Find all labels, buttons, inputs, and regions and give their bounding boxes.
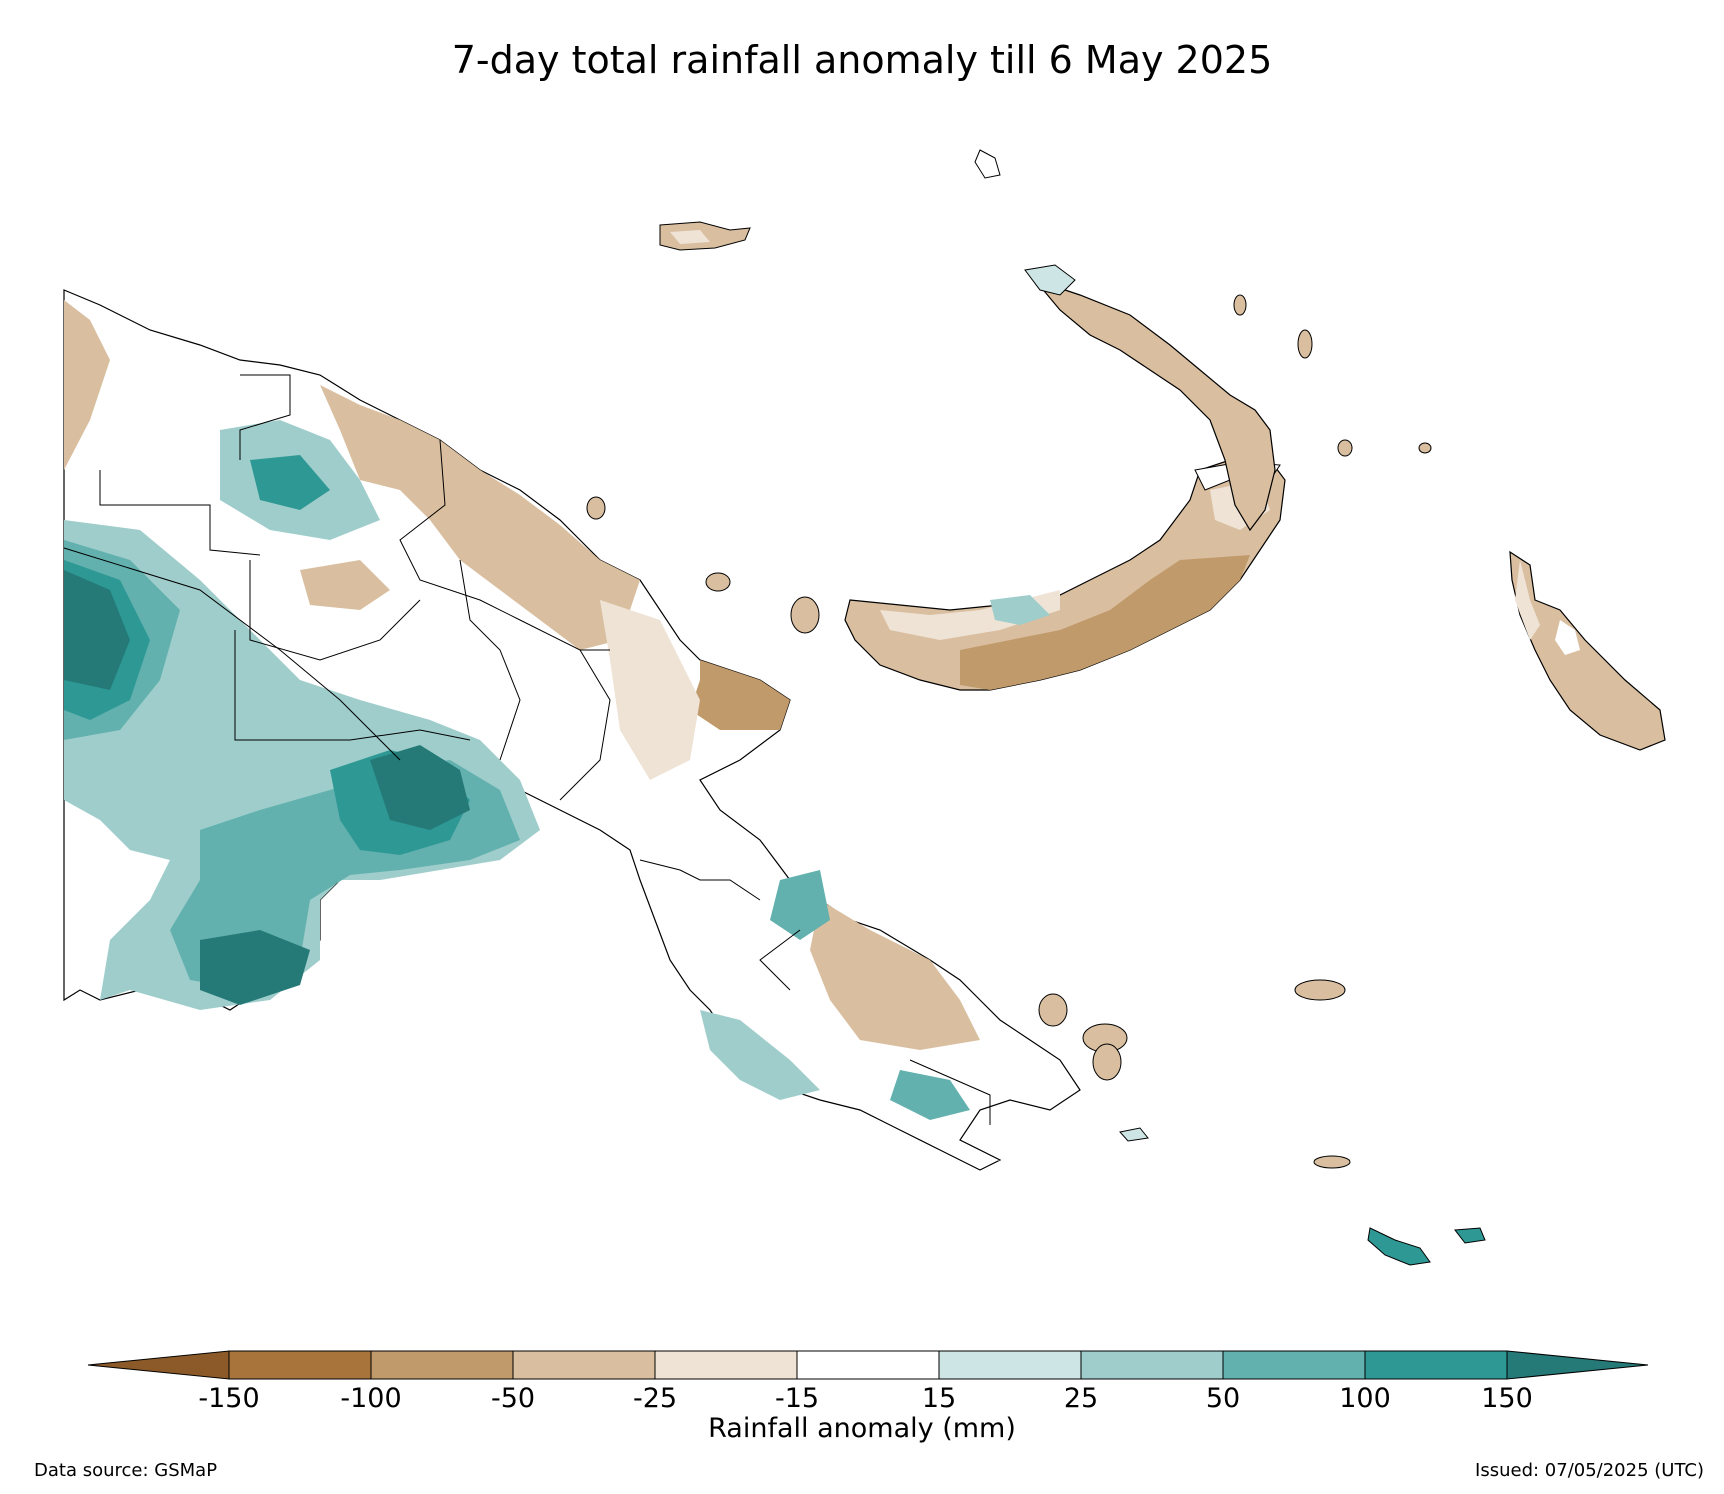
- zone-wet-extreme-south: [200, 930, 310, 1005]
- colorbar-bin: [654, 1350, 798, 1380]
- colorbar-tick: -25: [632, 1383, 678, 1414]
- colorbar: [87, 1350, 1649, 1380]
- manus-island: [659, 221, 751, 251]
- colorbar-tick: 25: [1063, 1383, 1099, 1414]
- zone-wet-mid-southeast: [890, 1070, 970, 1120]
- bougainville: [1509, 550, 1666, 751]
- colorbar-tick: -100: [340, 1383, 402, 1414]
- zone-wet-west: [64, 520, 540, 1010]
- small-islands: [586, 149, 1432, 1169]
- louisiade-islands: [1119, 1127, 1486, 1266]
- province-boundaries: [63, 374, 991, 1125]
- new-britain: [844, 459, 1286, 691]
- zone-dry-light-central: [600, 600, 700, 780]
- colorbar-tick: -15: [774, 1383, 820, 1414]
- colorbar-extend-low: [87, 1350, 230, 1380]
- zone-wet-southeast: [700, 1010, 820, 1100]
- zone-dry-highlands-patch: [300, 560, 390, 610]
- colorbar-label: Rainfall anomaly (mm): [708, 1413, 1016, 1444]
- colorbar-bin: [796, 1350, 940, 1380]
- zone-dry-north-coast: [320, 385, 640, 650]
- zone-wet-central-patch: [770, 870, 830, 940]
- colorbar-bin: [1222, 1350, 1366, 1380]
- colorbar-bin: [938, 1350, 1082, 1380]
- colorbar-tick: -50: [490, 1383, 536, 1414]
- colorbar-tick: 15: [921, 1383, 957, 1414]
- data-source-note: Data source: GSMaP: [34, 1460, 218, 1481]
- zone-wet-extreme-west: [64, 570, 130, 690]
- zone-wet-extreme-gulf: [370, 745, 470, 830]
- colorbar-extend-high: [1506, 1350, 1649, 1380]
- colorbar-bin: [228, 1350, 372, 1380]
- colorbar-bin: [1364, 1350, 1508, 1380]
- colorbar-bin: [1080, 1350, 1224, 1380]
- colorbar-tick: 150: [1481, 1383, 1533, 1414]
- zone-dry-oro: [810, 900, 980, 1050]
- map-title: 7-day total rainfall anomaly till 6 May …: [451, 38, 1273, 82]
- issued-date-note: Issued: 07/05/2025 (UTC): [1475, 1460, 1704, 1481]
- colorbar-bin: [370, 1350, 514, 1380]
- mainland: [63, 289, 1081, 1171]
- colorbar-tick: -150: [198, 1383, 260, 1414]
- zone-dry-northwest: [64, 300, 110, 470]
- colorbar-bin: [512, 1350, 656, 1380]
- colorbar-tick: 50: [1205, 1383, 1241, 1414]
- zone-dry-madang: [690, 660, 790, 730]
- new-ireland: [1024, 264, 1276, 532]
- zone-wet-strong-highlands: [250, 455, 330, 510]
- colorbar-tick: 100: [1339, 1383, 1391, 1414]
